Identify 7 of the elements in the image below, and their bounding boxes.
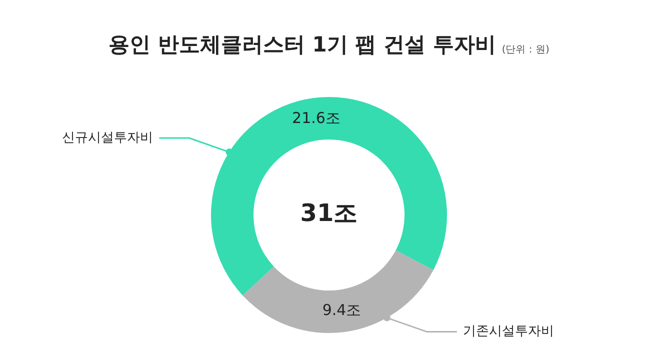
data-label: 9.4조 [322,300,362,319]
chart-subtitle: (단위 : 원) [502,44,550,56]
chart-title: 용인 반도체클러스터 1기 팹 건설 투자비 [108,32,496,56]
slice-label: 신규시설투자비 [62,130,154,146]
text: 31조 [300,199,358,228]
data-label: 21.6조 [292,108,340,127]
slice-label: 기존시설투자비 [462,324,554,340]
